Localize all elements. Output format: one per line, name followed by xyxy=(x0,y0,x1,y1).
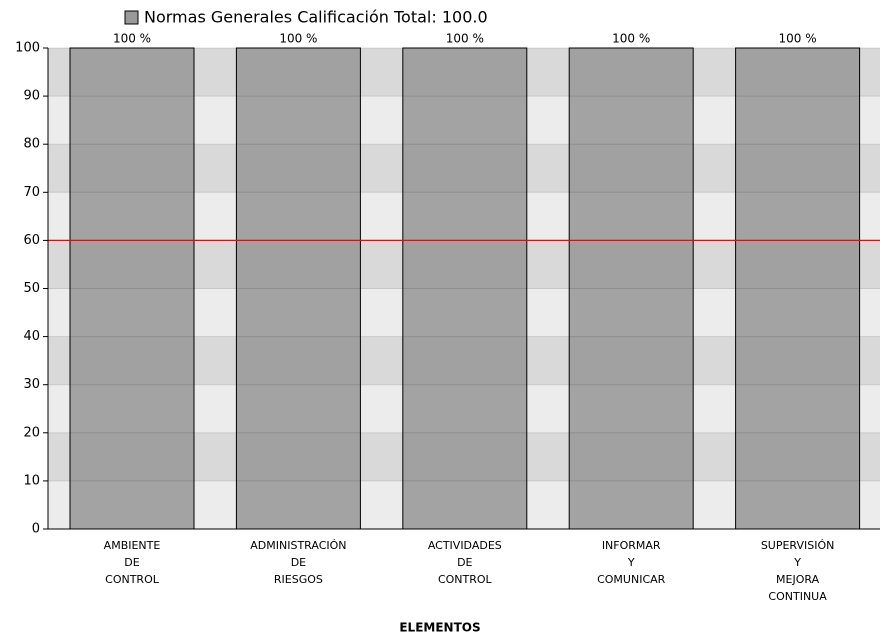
x-tick-label: DE xyxy=(291,556,306,569)
y-tick-label: 70 xyxy=(23,185,40,200)
data-label: 100 % xyxy=(779,32,817,46)
bar xyxy=(235,47,361,530)
bar xyxy=(69,47,195,530)
x-tick-label: CONTROL xyxy=(105,573,160,586)
x-tick-label: MEJORA xyxy=(776,573,820,586)
y-tick-label: 60 xyxy=(23,233,40,248)
y-tick-label: 0 xyxy=(32,522,40,537)
x-tick-label: COMUNICAR xyxy=(597,573,666,586)
x-tick-label: Y xyxy=(793,556,801,569)
y-tick-label: 40 xyxy=(23,329,40,344)
y-tick-label: 80 xyxy=(23,137,40,152)
x-tick-label: INFORMAR xyxy=(602,539,661,552)
x-axis-label: ELEMENTOS xyxy=(399,621,480,635)
data-label: 100 % xyxy=(279,32,317,46)
y-tick-label: 100 xyxy=(15,41,40,56)
y-tick-label: 90 xyxy=(23,89,40,104)
x-tick-label: Y xyxy=(627,556,635,569)
y-tick-label: 50 xyxy=(23,281,40,296)
bar xyxy=(568,47,694,530)
x-tick-label: CONTROL xyxy=(438,573,493,586)
bar xyxy=(735,47,861,530)
bar xyxy=(402,47,528,530)
data-label: 100 % xyxy=(612,32,650,46)
y-tick-label: 20 xyxy=(23,425,40,440)
y-tick-label: 30 xyxy=(23,377,40,392)
x-tick-label: ACTIVIDADES xyxy=(428,539,502,552)
x-tick-label: AMBIENTE xyxy=(104,539,161,552)
x-tick-label: SUPERVISIÓN xyxy=(761,539,835,552)
data-label: 100 % xyxy=(113,32,151,46)
legend-label: Normas Generales Calificación Total: 100… xyxy=(144,8,488,27)
x-tick-label: DE xyxy=(124,556,139,569)
x-tick-label: DE xyxy=(457,556,472,569)
x-tick-label: CONTINUA xyxy=(768,590,827,603)
legend-swatch xyxy=(124,10,139,25)
data-label: 100 % xyxy=(446,32,484,46)
x-tick-label: RIESGOS xyxy=(274,573,323,586)
y-tick-label: 10 xyxy=(23,473,40,488)
x-tick-label: ADMINISTRACIÓN xyxy=(250,539,346,552)
